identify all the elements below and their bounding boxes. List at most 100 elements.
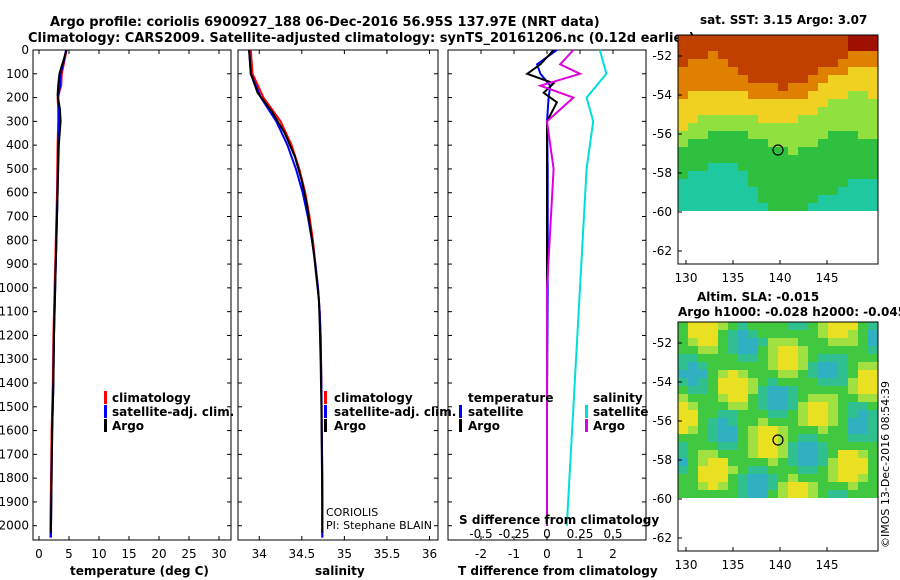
map-cell xyxy=(678,362,688,370)
map-cell xyxy=(788,43,798,51)
x-tick-label: -2 xyxy=(475,547,487,561)
series-line-s-argo xyxy=(537,49,583,526)
map-cell xyxy=(838,131,848,139)
x-tick-label: -1 xyxy=(508,547,520,561)
map-cell xyxy=(868,163,878,171)
map-cell xyxy=(778,490,788,498)
map-cell xyxy=(868,394,878,402)
legend-title-salinity: salinity xyxy=(593,391,643,405)
map-cell xyxy=(808,107,818,115)
map-cell xyxy=(818,99,828,107)
map-cell xyxy=(748,450,758,458)
map-cell xyxy=(848,402,858,410)
map-cell xyxy=(808,99,818,107)
lon-tick-label: 135 xyxy=(722,271,745,285)
map-cell xyxy=(848,107,858,115)
map-cell xyxy=(678,107,688,115)
map-cell xyxy=(758,187,768,195)
map-cell xyxy=(678,139,688,147)
map-cell xyxy=(758,147,768,155)
legend-mark-s-satellite xyxy=(585,405,588,418)
map-cell xyxy=(818,187,828,195)
map-cell xyxy=(748,394,758,402)
map-cell xyxy=(788,474,798,482)
map-cell xyxy=(818,107,828,115)
map-cell xyxy=(818,131,828,139)
map-cell xyxy=(808,338,818,346)
map-cell xyxy=(728,59,738,67)
map-cell xyxy=(818,458,828,466)
map-cell xyxy=(808,466,818,474)
map-cell xyxy=(838,35,848,43)
map-cell xyxy=(768,482,778,490)
map-cell xyxy=(848,362,858,370)
map-cell xyxy=(758,362,768,370)
map-cell xyxy=(738,386,748,394)
map-cell xyxy=(808,346,818,354)
map-cell xyxy=(778,91,788,99)
map-cell xyxy=(858,394,868,402)
map-cell xyxy=(858,107,868,115)
map-cell xyxy=(788,51,798,59)
map-cell xyxy=(718,426,728,434)
map-cell xyxy=(678,450,688,458)
map-cell xyxy=(678,370,688,378)
map-cell xyxy=(748,490,758,498)
map-cell xyxy=(748,131,758,139)
map-cell xyxy=(788,418,798,426)
map-cell xyxy=(708,402,718,410)
legend-label: Argo xyxy=(468,419,500,433)
map-cell xyxy=(838,91,848,99)
x-tick-label: 10 xyxy=(91,547,106,561)
map-cell xyxy=(848,466,858,474)
map-cell xyxy=(688,394,698,402)
map-cell xyxy=(788,187,798,195)
map-cell xyxy=(778,426,788,434)
s-tick-label: -0.5 xyxy=(469,527,492,541)
sst-field xyxy=(678,35,878,211)
map-cell xyxy=(768,354,778,362)
map-cell xyxy=(838,442,848,450)
map-cell xyxy=(778,354,788,362)
map-cell xyxy=(798,195,808,203)
map-cell xyxy=(778,35,788,43)
map-cell xyxy=(838,410,848,418)
series-line-argo xyxy=(50,49,68,533)
map-cell xyxy=(838,75,848,83)
map-cell xyxy=(798,131,808,139)
map-cell xyxy=(808,370,818,378)
map-cell xyxy=(818,139,828,147)
map-cell xyxy=(728,83,738,91)
map-cell xyxy=(678,155,688,163)
map-cell xyxy=(868,171,878,179)
map-cell xyxy=(738,203,748,211)
map-cell xyxy=(848,330,858,338)
map-cell xyxy=(748,43,758,51)
map-cell xyxy=(848,195,858,203)
map-cell xyxy=(798,91,808,99)
map-cell xyxy=(698,490,708,498)
map-cell xyxy=(818,386,828,394)
map-cell xyxy=(708,107,718,115)
map-cell xyxy=(828,362,838,370)
map-cell xyxy=(818,362,828,370)
s-tick-label: 0 xyxy=(543,527,551,541)
map-cell xyxy=(868,107,878,115)
map-cell xyxy=(688,179,698,187)
map-cell xyxy=(718,163,728,171)
map-cell xyxy=(758,346,768,354)
map-cell xyxy=(788,458,798,466)
map-cell xyxy=(698,123,708,131)
map-cell xyxy=(808,330,818,338)
map-cell xyxy=(758,418,768,426)
map-cell xyxy=(678,147,688,155)
map-cell xyxy=(788,163,798,171)
map-cell xyxy=(708,179,718,187)
map-cell xyxy=(768,490,778,498)
legend-mark-climatology xyxy=(104,391,107,404)
map-cell xyxy=(708,346,718,354)
map-cell xyxy=(868,330,878,338)
map-cell xyxy=(868,147,878,155)
map-cell xyxy=(748,35,758,43)
map-cell xyxy=(678,115,688,123)
